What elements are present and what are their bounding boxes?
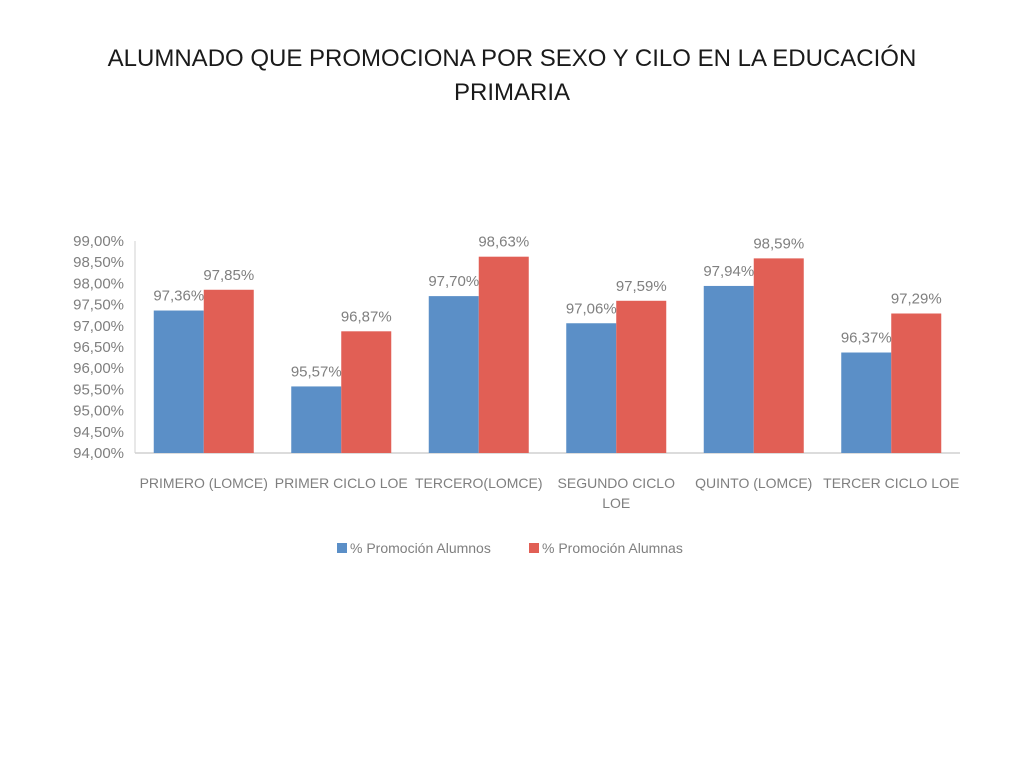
y-tick-label: 97,50% xyxy=(73,297,124,314)
bar xyxy=(841,352,892,453)
data-label: 98,63% xyxy=(478,234,529,251)
category-label: QUINTO (LOMCE) xyxy=(695,475,812,491)
category-label: TERCER CICLO LOE xyxy=(823,475,959,491)
legend: % Promoción Alumnos % Promoción Alumnas xyxy=(337,540,683,556)
category-label: SEGUNDO CICLO xyxy=(558,475,676,491)
category-label: PRIMERO (LOMCE) xyxy=(140,475,268,491)
legend-label: % Promoción Alumnos xyxy=(350,540,491,556)
category-labels: PRIMERO (LOMCE) PRIMER CICLO LOE TERCERO(L… xyxy=(140,475,960,511)
y-tick-label: 94,00% xyxy=(73,445,124,462)
y-tick-label: 96,00% xyxy=(73,360,124,377)
y-tick-label: 96,50% xyxy=(73,339,124,356)
legend-label: % Promoción Alumnas xyxy=(542,540,683,556)
y-tick-label: 98,00% xyxy=(73,275,124,292)
data-label: 97,85% xyxy=(203,267,254,284)
y-tick-labels: 94,00% 94,50% 95,00% 95,50% 96,00% 96,50% 97,0… xyxy=(73,233,124,462)
data-label: 96,37% xyxy=(841,330,892,347)
bar xyxy=(203,289,254,453)
legend-swatch xyxy=(529,543,539,553)
legend-swatch xyxy=(337,543,347,553)
slide-title: ALUMNADO QUE PROMOCIONA POR SEXO Y CILO … xyxy=(107,45,917,106)
bar xyxy=(341,331,392,453)
y-tick-label: 98,50% xyxy=(73,254,124,271)
category-label: LOE xyxy=(602,495,630,511)
data-label: 95,57% xyxy=(291,363,342,380)
data-label: 97,94% xyxy=(703,263,754,280)
bars xyxy=(153,256,942,453)
data-label: 97,06% xyxy=(566,300,617,317)
bar xyxy=(566,323,617,453)
y-tick-label: 95,50% xyxy=(73,381,124,398)
data-label: 96,87% xyxy=(341,308,392,325)
bar xyxy=(616,300,667,453)
bar xyxy=(291,386,342,453)
bar xyxy=(428,296,479,453)
data-label: 98,59% xyxy=(753,235,804,252)
data-label: 97,59% xyxy=(616,278,667,295)
bar xyxy=(753,258,804,453)
bar xyxy=(703,285,754,453)
y-tick-label: 95,00% xyxy=(73,403,124,420)
bar xyxy=(891,313,942,453)
data-label: 97,29% xyxy=(891,291,942,308)
bar xyxy=(478,256,529,453)
y-tick-label: 99,00% xyxy=(73,233,124,250)
y-tick-label: 97,00% xyxy=(73,318,124,335)
category-label: PRIMER CICLO LOE xyxy=(275,475,408,491)
category-label: TERCERO(LOMCE) xyxy=(415,475,543,491)
data-label: 97,70% xyxy=(428,273,479,290)
data-label: 97,36% xyxy=(153,288,204,305)
y-tick-label: 94,50% xyxy=(73,424,124,441)
data-labels: 97,36% 97,85% 95,57% 96,87% 97,70% 98,63% 97,0… xyxy=(153,234,941,381)
bar xyxy=(153,310,204,453)
